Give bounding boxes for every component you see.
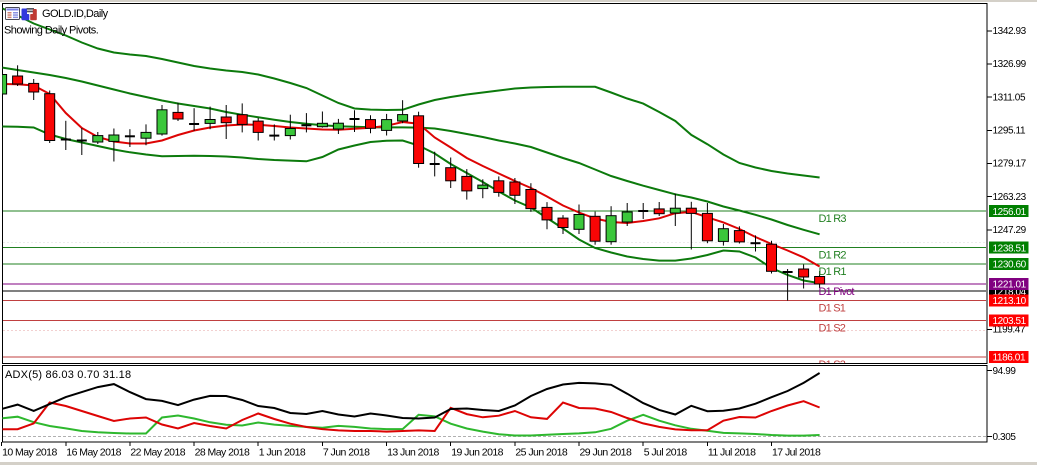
- svg-text:ADX(5) 86.03 0.70 31.18: ADX(5) 86.03 0.70 31.18: [5, 369, 131, 381]
- svg-text:1221.01: 1221.01: [993, 280, 1027, 291]
- svg-text:1230.60: 1230.60: [993, 260, 1027, 271]
- svg-text:1238.51: 1238.51: [993, 243, 1027, 254]
- svg-text:11 Jul 2018: 11 Jul 2018: [708, 447, 756, 459]
- svg-text:16 May 2018: 16 May 2018: [66, 447, 121, 459]
- svg-text:GOLD.ID,Daily: GOLD.ID,Daily: [42, 8, 109, 20]
- svg-text:1311.05: 1311.05: [993, 92, 1026, 103]
- svg-text:94.99: 94.99: [993, 366, 1017, 377]
- svg-text:1247.29: 1247.29: [993, 225, 1027, 236]
- svg-text:25 Jun 2018: 25 Jun 2018: [515, 447, 567, 459]
- svg-text:29 Jun 2018: 29 Jun 2018: [580, 447, 632, 459]
- svg-text:D1 Pivot: D1 Pivot: [819, 286, 855, 298]
- svg-text:1295.11: 1295.11: [993, 126, 1026, 137]
- svg-text:D1 R1: D1 R1: [819, 266, 847, 278]
- svg-text:1213.10: 1213.10: [993, 296, 1027, 307]
- svg-text:1342.93: 1342.93: [993, 26, 1027, 37]
- svg-text:0.305: 0.305: [993, 432, 1017, 443]
- svg-text:7 Jun 2018: 7 Jun 2018: [323, 447, 370, 459]
- svg-text:13 Jun 2018: 13 Jun 2018: [387, 447, 439, 459]
- svg-text:17 Jul 2018: 17 Jul 2018: [772, 447, 821, 459]
- svg-text:Showing Daily Pivots.: Showing Daily Pivots.: [4, 25, 99, 37]
- svg-text:D1 R2: D1 R2: [819, 250, 847, 262]
- svg-text:1279.17: 1279.17: [993, 159, 1027, 170]
- svg-text:1263.23: 1263.23: [993, 192, 1027, 203]
- svg-text:22 May 2018: 22 May 2018: [130, 447, 185, 459]
- svg-text:D1 S1: D1 S1: [819, 302, 846, 314]
- svg-text:1 Jun 2018: 1 Jun 2018: [259, 447, 306, 459]
- svg-text:28 May 2018: 28 May 2018: [195, 447, 250, 459]
- svg-text:1218.04: 1218.04: [993, 287, 1027, 298]
- svg-text:D1 R3: D1 R3: [819, 213, 847, 225]
- svg-text:1256.01: 1256.01: [993, 207, 1027, 218]
- svg-text:1186.01: 1186.01: [993, 353, 1026, 364]
- svg-text:1326.99: 1326.99: [993, 59, 1027, 70]
- svg-text:D1 S2: D1 S2: [819, 322, 846, 334]
- svg-text:D1 S3: D1 S3: [819, 359, 846, 371]
- svg-text:10 May 2018: 10 May 2018: [2, 447, 57, 459]
- svg-text:1199.47: 1199.47: [993, 325, 1026, 336]
- svg-text:5 Jul 2018: 5 Jul 2018: [644, 447, 688, 459]
- svg-text:1203.51: 1203.51: [993, 316, 1027, 327]
- svg-text:19 Jun 2018: 19 Jun 2018: [451, 447, 503, 459]
